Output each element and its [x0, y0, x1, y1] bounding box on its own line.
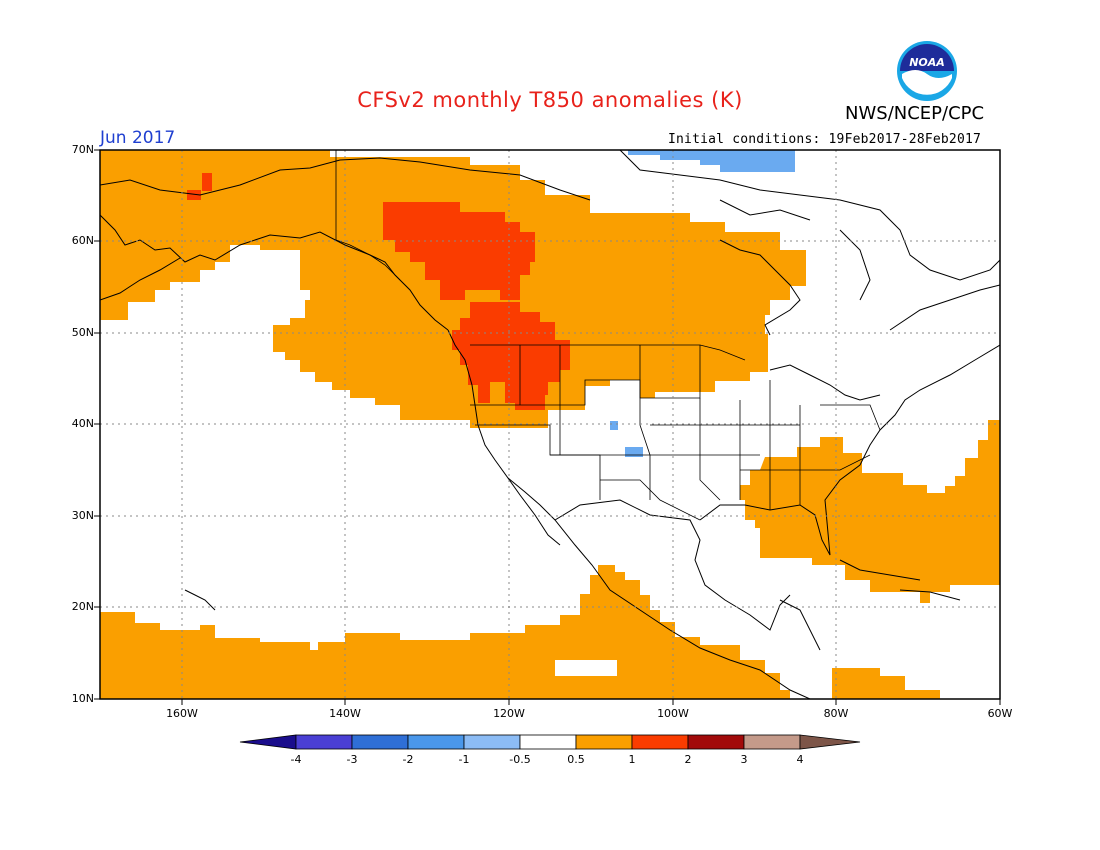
- lon-label-140w: 140W: [329, 707, 361, 720]
- colorbar-label: -1: [458, 753, 470, 766]
- borders: [335, 150, 881, 521]
- colorbar-label: 4: [796, 753, 804, 766]
- chart-title: CFSv2 monthly T850 anomalies (K): [357, 88, 743, 112]
- colorbar-label: -2: [402, 753, 414, 766]
- lat-label-50n: 50N: [71, 326, 94, 339]
- forecast-month: Jun 2017: [100, 128, 176, 148]
- initial-conditions: Initial conditions: 19Feb2017-28Feb2017: [668, 132, 982, 147]
- lat-label-40n: 40N: [71, 417, 94, 430]
- anomaly-negative-weak: [610, 150, 795, 457]
- colorbar-label: -4: [290, 753, 302, 766]
- agency-label: NWS/NCEP/CPC: [845, 103, 985, 124]
- svg-text:NOAA: NOAA: [909, 56, 945, 69]
- colorbar-label: -0.5: [509, 753, 531, 766]
- colorbar-label: 2: [684, 753, 692, 766]
- lat-label-70n: 70N: [71, 143, 94, 156]
- colorbar: [239, 734, 861, 750]
- colorbar-label: 3: [740, 753, 748, 766]
- lon-label-120w: 120W: [493, 707, 525, 720]
- colorbar-label: 1: [628, 753, 636, 766]
- lat-label-10n: 10N: [71, 692, 94, 705]
- lat-label-30n: 30N: [71, 509, 94, 522]
- gridlines: [100, 150, 1000, 699]
- axis-ticks: [94, 149, 1001, 705]
- lon-label-80w: 80W: [823, 707, 849, 720]
- lat-label-60n: 60N: [71, 234, 94, 247]
- lon-label-100w: 100W: [657, 707, 689, 720]
- noaa-logo: NOAA: [897, 41, 957, 101]
- anomaly-positive-moderate: [187, 173, 570, 410]
- lat-label-20n: 20N: [71, 600, 94, 613]
- lon-label-60w: 60W: [987, 707, 1013, 720]
- lon-label-160w: 160W: [166, 707, 198, 720]
- colorbar-label: 0.5: [567, 753, 585, 766]
- colorbar-label: -3: [346, 753, 358, 766]
